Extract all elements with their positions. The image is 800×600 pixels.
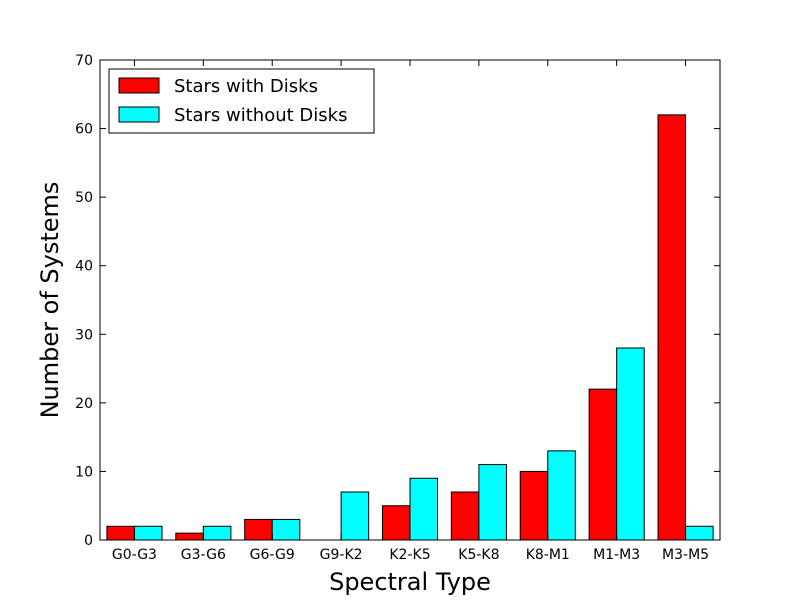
bar-without-disks-m3-m5 [685, 525, 714, 541]
bar-without-disks-g0-g3 [133, 525, 163, 541]
x-tick-label: M1-M3 [593, 547, 640, 563]
x-tick-label: K2-K5 [389, 547, 430, 563]
y-tick-label: 50 [75, 190, 93, 206]
bar-with-disks-m1-m3 [588, 388, 618, 541]
bar-without-disks-k2-k5 [409, 477, 439, 541]
x-tick-label: G9-K2 [320, 547, 363, 563]
x-tick-label: M3-M5 [662, 547, 709, 563]
x-tick-label: K8-M1 [526, 547, 570, 563]
y-axis-ticks: 0 10 20 30 40 50 60 70 [75, 53, 720, 549]
legend: Stars with Disks Stars without Disks [108, 68, 375, 134]
y-tick-label: 60 [75, 122, 93, 138]
x-tick-label: G3-G6 [181, 547, 226, 563]
y-axis-title: Number of Systems [36, 182, 64, 419]
bar-without-disks-g3-g6 [202, 525, 232, 541]
x-tick-label: G6-G9 [250, 547, 295, 563]
x-axis-ticks: G0-G3 G3-G6 G6-G9 G9-K2 K2-K5 K5-K8 K8-M1 M1-M3… [112, 60, 709, 563]
y-tick-label: 0 [84, 533, 93, 549]
bar-with-disks-g3-g6 [175, 532, 204, 541]
bar-with-disks-k8-m1 [519, 470, 549, 541]
bar-with-disks-k5-k8 [450, 491, 480, 541]
bar-with-disks-g6-g9 [244, 518, 273, 541]
bar-without-disks-k5-k8 [478, 464, 507, 541]
x-tick-label: G0-G3 [112, 547, 157, 563]
bars-group [106, 114, 714, 541]
legend-swatch-stars-without-disks [118, 106, 160, 123]
y-tick-label: 20 [75, 396, 93, 412]
bar-without-disks-m1-m3 [616, 347, 645, 541]
y-tick-label: 10 [75, 464, 93, 480]
bar-with-disks-g0-g3 [106, 525, 135, 541]
legend-swatch-stars-with-disks [118, 77, 160, 94]
bar-with-disks-k2-k5 [381, 505, 411, 541]
legend-label-stars-with-disks: Stars with Disks [174, 76, 318, 97]
x-axis-title: Spectral Type [329, 568, 491, 596]
bar-without-disks-k8-m1 [547, 450, 576, 541]
y-tick-label: 30 [75, 327, 93, 343]
bar-with-disks-m3-m5 [657, 114, 687, 541]
x-tick-label: K5-K8 [458, 547, 499, 563]
y-tick-label: 40 [75, 259, 93, 275]
y-tick-label: 70 [75, 53, 93, 69]
legend-label-stars-without-disks: Stars without Disks [174, 105, 347, 126]
bar-without-disks-g9-k2 [340, 491, 370, 541]
bar-without-disks-g6-g9 [271, 518, 301, 541]
